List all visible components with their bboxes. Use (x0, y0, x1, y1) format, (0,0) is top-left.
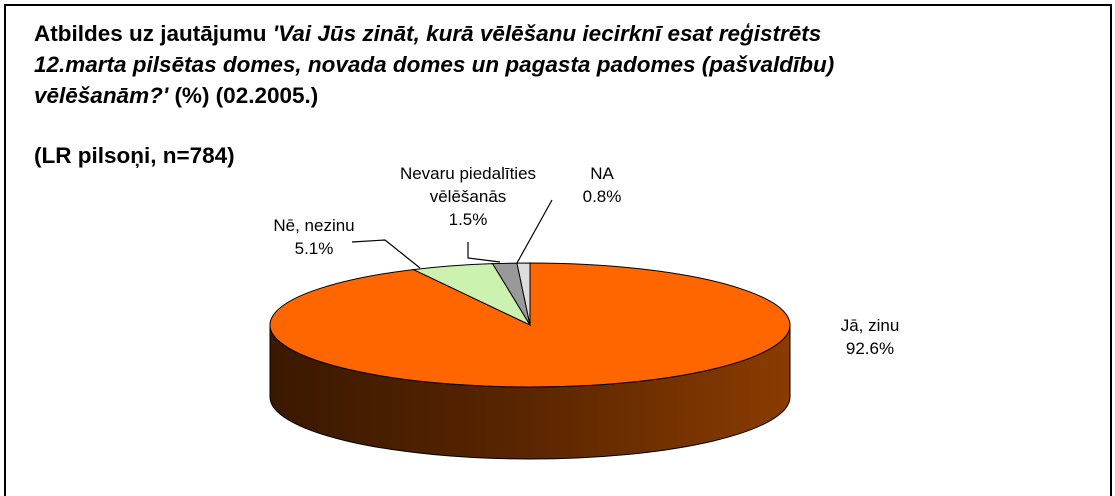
leader-line (351, 239, 421, 269)
title-part: Atbildes uz jautājumu (34, 21, 273, 46)
slice-value: 92.6% (845, 339, 895, 358)
slice-name: NA (590, 164, 614, 183)
slice-value: 0.8% (582, 187, 622, 206)
slice-value: 1.5% (448, 210, 488, 229)
data-label: Nevaru piedalīties vēlēšanās 1.5% (378, 162, 558, 231)
slice-name: Jā, zinu (840, 316, 900, 335)
slice-name: Nevaru piedalīties vēlēšanās (399, 164, 537, 206)
leader-line (467, 242, 501, 263)
chart-title: Atbildes uz jautājumu 'Vai Jūs zināt, ku… (34, 18, 914, 111)
title-part: (%) (02.2005.) (168, 83, 319, 108)
chart-subtitle: (LR pilsoņi, n=784) (34, 143, 235, 168)
chart-frame (4, 4, 1112, 496)
leader-line (516, 199, 553, 264)
slice-name: Nē, nezinu (273, 216, 355, 235)
slice-value: 5.1% (294, 239, 334, 258)
pie-slice (516, 262, 531, 326)
title-part: 'Vai Jūs zināt, kurā vēlēšanu iecirknī e… (34, 21, 835, 108)
data-label: Nē, nezinu 5.1% (249, 214, 379, 260)
data-label: Jā, zinu 92.6% (800, 314, 940, 360)
data-label: NA 0.8% (562, 162, 642, 208)
